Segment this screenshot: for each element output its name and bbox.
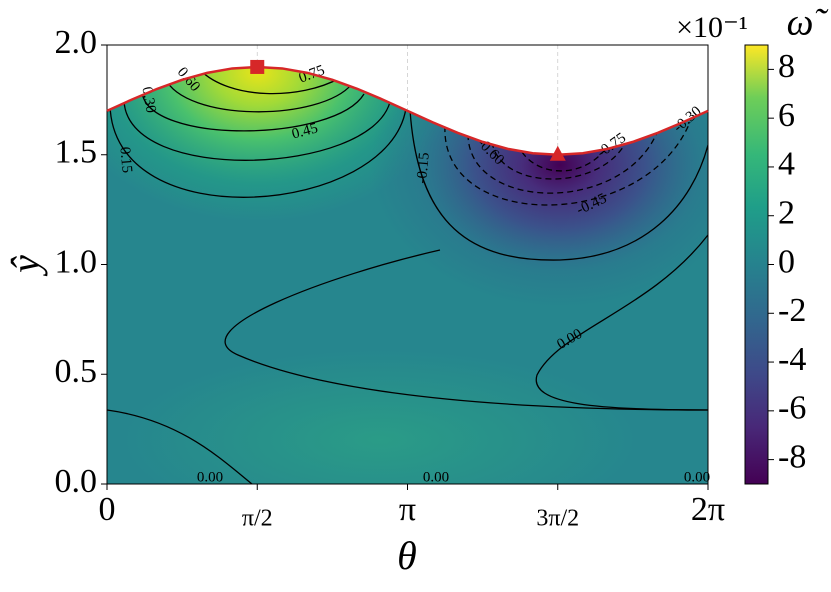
colorbar-tick-label: 8 [778,48,795,85]
contour [164,77,353,113]
contour [123,99,391,161]
contour-label: 0.00 [423,469,449,485]
field [107,66,708,484]
y-tick-label: 0.0 [55,463,98,500]
contour-label: 0.15 [116,146,134,174]
y-tick-label: 2.0 [55,24,98,61]
colorbar-tick-label: 2 [778,195,795,232]
colorbar-tick-label: 0 [778,243,795,280]
contour-label: -0.15 [414,152,433,185]
x-tick-label: 3π/2 [536,506,579,532]
contour [224,249,708,411]
x-axis-label: θ [397,533,417,578]
contour [199,69,341,95]
colorbar-label: ω̃ [787,2,830,44]
x-tick-label: π/2 [242,506,273,532]
contour [141,91,365,132]
colorbar-tick-label: 4 [778,146,795,183]
x-tick-label: 0 [99,491,116,528]
y-tick-label: 1.5 [55,134,98,171]
contour [444,121,691,206]
x-tick-label: π [399,491,416,528]
colorbar-tick-label: -8 [778,438,806,475]
colorbar [744,44,769,485]
marker [250,59,265,74]
contour-label: 0.30 [138,86,158,115]
colorbar-tick-label: -2 [778,292,806,329]
contour [109,103,407,198]
colorbar-tick-label: -4 [778,341,806,378]
field-trough [107,66,708,484]
contour [107,409,253,484]
contour [467,129,659,194]
marker [549,145,566,161]
contour-label: 0.45 [290,120,319,142]
y-tick-label: 0.5 [55,353,98,390]
contour [409,109,708,261]
colorbar-tick-label: 6 [778,97,795,134]
contour-label: 0.00 [684,469,710,485]
contour [535,234,708,411]
x-tick-label: 2π [691,491,725,528]
colorbar-tick-label: -6 [778,390,806,427]
colorbar-offset: ×10⁻¹ [676,11,748,44]
y-tick-label: 1.0 [55,243,98,280]
boundary-line [106,65,709,157]
y-axis-label: ŷ [3,255,48,277]
contour-label: 0.00 [197,469,223,485]
